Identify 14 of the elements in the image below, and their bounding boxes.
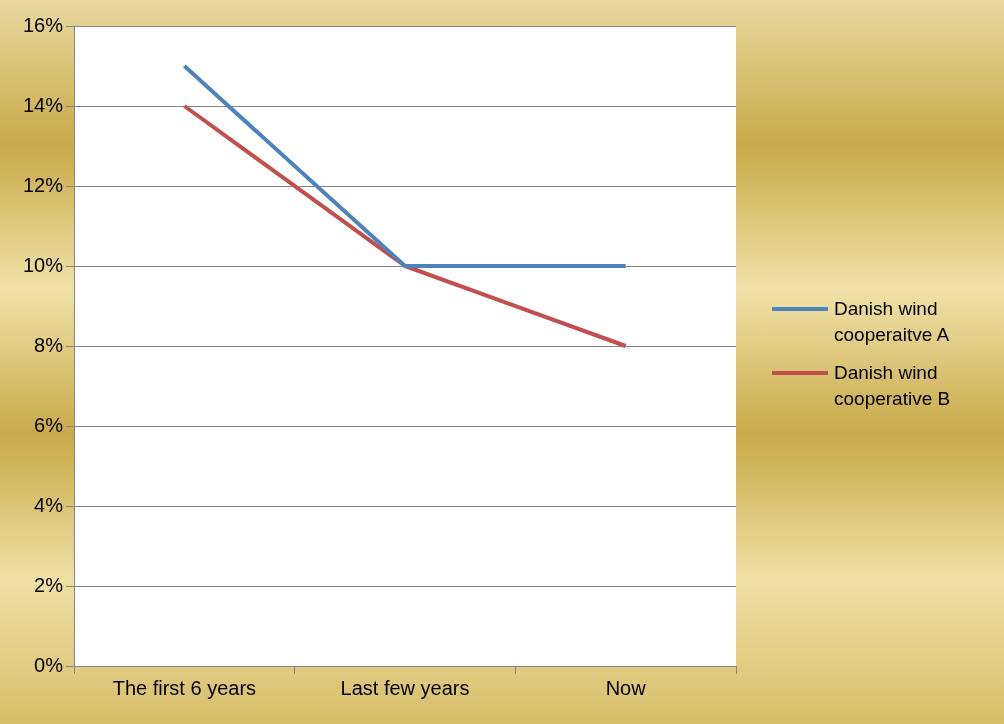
y-tick-label: 6% <box>34 413 64 436</box>
y-tick-label: 10% <box>23 253 64 276</box>
x-tick-label: The first 6 years <box>112 676 257 699</box>
y-tick-label: 14% <box>23 93 64 116</box>
x-tick-label: Now <box>605 676 647 699</box>
legend-label: Danish wind cooperaitve A <box>834 297 951 347</box>
y-tick-label: 0% <box>34 653 64 676</box>
legend-label: Danish wind cooperative B <box>834 361 952 411</box>
y-tick-label: 2% <box>34 573 64 596</box>
x-tick-label: Last few years <box>340 676 470 699</box>
y-tick-label: 16% <box>23 13 64 36</box>
y-tick-label: 4% <box>34 493 64 516</box>
y-tick-label: 8% <box>34 333 64 356</box>
y-tick-label: 12% <box>23 173 64 196</box>
